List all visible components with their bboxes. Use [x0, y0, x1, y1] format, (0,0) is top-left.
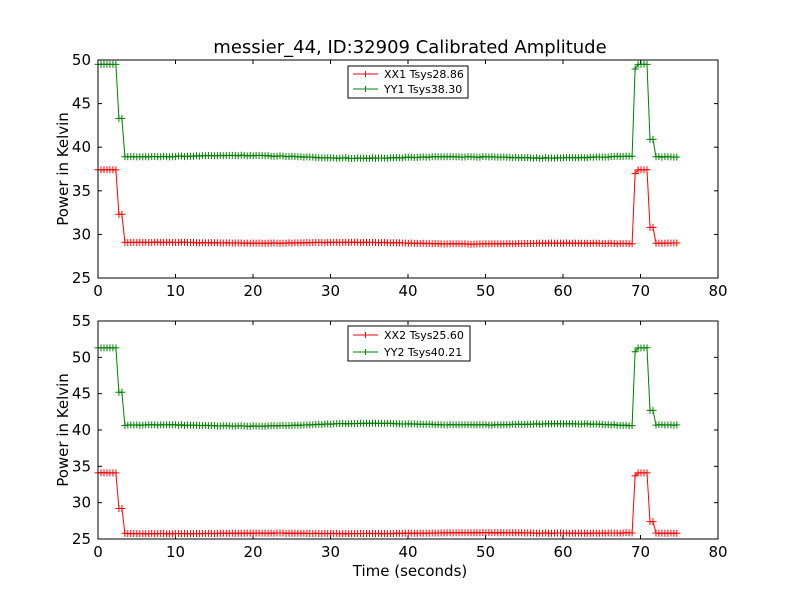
data-point [112, 344, 120, 352]
bottom-panel: 0 10 20 30 40 50 60 70 80 25 30 35 40 45 50 55 Power in… [54, 312, 728, 561]
legend-label-yy2: YY2 Tsys40.21 [383, 346, 462, 359]
top-panel-ticks: 0 10 20 30 40 50 60 70 80 25 30 35 40 45 50 [72, 51, 728, 300]
bottom-panel-frame [97, 320, 719, 540]
data-point [673, 239, 681, 247]
y-tick-label: 30 [72, 494, 91, 512]
y-tick-label: 50 [72, 51, 91, 69]
data-point [112, 469, 120, 477]
x-tick-label: 70 [631, 543, 650, 561]
data-point [178, 421, 185, 429]
data-point [631, 348, 639, 356]
y-tick-label: 40 [72, 138, 91, 156]
bottom-panel-series [94, 344, 681, 538]
x-tick-label: 40 [398, 282, 417, 300]
data-point [112, 60, 120, 68]
chart-title: messier_44, ID:32909 Calibrated Amplitud… [213, 37, 606, 58]
x-tick-label: 0 [93, 282, 103, 300]
x-tick-label: 20 [243, 543, 262, 561]
x-tick-label: 50 [476, 543, 495, 561]
data-point [643, 60, 651, 68]
bottom-panel-legend: XX2 Tsys25.60 YY2 Tsys40.21 [347, 325, 471, 362]
x-tick-label: 10 [166, 543, 185, 561]
data-point [178, 152, 185, 160]
y-tick-label: 45 [72, 385, 91, 403]
data-point [610, 421, 618, 429]
data-point [118, 114, 126, 122]
x-tick-label: 10 [166, 282, 185, 300]
bottom-panel-y-axis-label: Power in Kelvin [54, 373, 72, 487]
y-tick-label: 35 [72, 182, 91, 200]
x-tick-label: 30 [321, 543, 340, 561]
x-tick-label: 70 [631, 282, 650, 300]
y-tick-label: 25 [72, 269, 91, 287]
data-point [118, 505, 126, 512]
y-tick-label: 50 [72, 348, 91, 366]
data-point [673, 421, 681, 429]
bottom-panel-legend-box [347, 325, 471, 362]
x-tick-label: 20 [243, 282, 262, 300]
legend-label-xx1: XX1 Tsys28.86 [384, 68, 464, 81]
x-tick-label: 80 [708, 543, 727, 561]
data-point [628, 422, 636, 430]
x-tick-label: 80 [708, 282, 727, 300]
y-tick-label: 45 [72, 95, 91, 113]
data-point [622, 421, 630, 429]
x-axis-label: Time (seconds) [352, 562, 468, 580]
data-point [234, 152, 242, 160]
top-panel-legend-box [347, 65, 469, 99]
data-point [398, 154, 406, 162]
top-panel-legend: XX1 Tsys28.86 YY1 Tsys38.30 [347, 65, 469, 99]
data-point [628, 529, 636, 537]
data-point [583, 154, 591, 162]
data-point [643, 166, 651, 174]
data-point [551, 154, 558, 162]
data-point [112, 166, 120, 174]
x-tick-label: 30 [321, 282, 340, 300]
x-tick-label: 60 [553, 282, 572, 300]
data-point [264, 152, 272, 160]
data-point [366, 155, 373, 162]
data-point [628, 240, 636, 248]
x-tick-label: 40 [398, 543, 417, 561]
y-tick-label: 25 [72, 530, 91, 548]
data-point [655, 153, 663, 160]
data-point [631, 170, 639, 177]
x-tick-label: 60 [553, 543, 572, 561]
data-point [631, 65, 639, 73]
legend-marker-xx1 [362, 71, 369, 77]
data-point [673, 153, 681, 161]
data-point [649, 518, 657, 526]
x-tick-label: 0 [93, 543, 103, 561]
x-tick-label: 50 [476, 282, 495, 300]
top-panel: 0 10 20 30 40 50 60 70 80 25 30 35 40 45 50 Power in K… [54, 51, 728, 300]
data-point [631, 472, 639, 480]
y-tick-label: 30 [72, 225, 91, 243]
data-point [342, 154, 350, 162]
data-point [643, 469, 651, 477]
data-point [539, 154, 547, 162]
legend-label-yy1: YY1 Tsys38.30 [383, 83, 462, 96]
data-point [649, 223, 657, 231]
data-point [649, 135, 657, 143]
top-panel-frame [97, 59, 719, 279]
data-point [628, 152, 636, 160]
legend-marker-yy1 [362, 86, 369, 92]
legend-label-xx2: XX2 Tsys25.60 [384, 329, 464, 342]
y-tick-label: 55 [72, 312, 91, 330]
y-tick-label: 40 [72, 421, 91, 439]
data-point [118, 388, 126, 396]
bottom-panel-ticks: 0 10 20 30 40 50 60 70 80 25 30 35 40 45 50 55 [72, 312, 728, 561]
top-panel-y-axis-label: Power in Kelvin [54, 112, 72, 226]
data-point [476, 153, 484, 161]
legend-marker-xx2 [362, 332, 369, 338]
data-point [118, 210, 126, 218]
y-tick-label: 35 [72, 457, 91, 475]
data-point [673, 529, 681, 537]
legend-marker-yy2 [362, 349, 369, 355]
data-point [649, 406, 657, 414]
data-point [643, 344, 651, 352]
